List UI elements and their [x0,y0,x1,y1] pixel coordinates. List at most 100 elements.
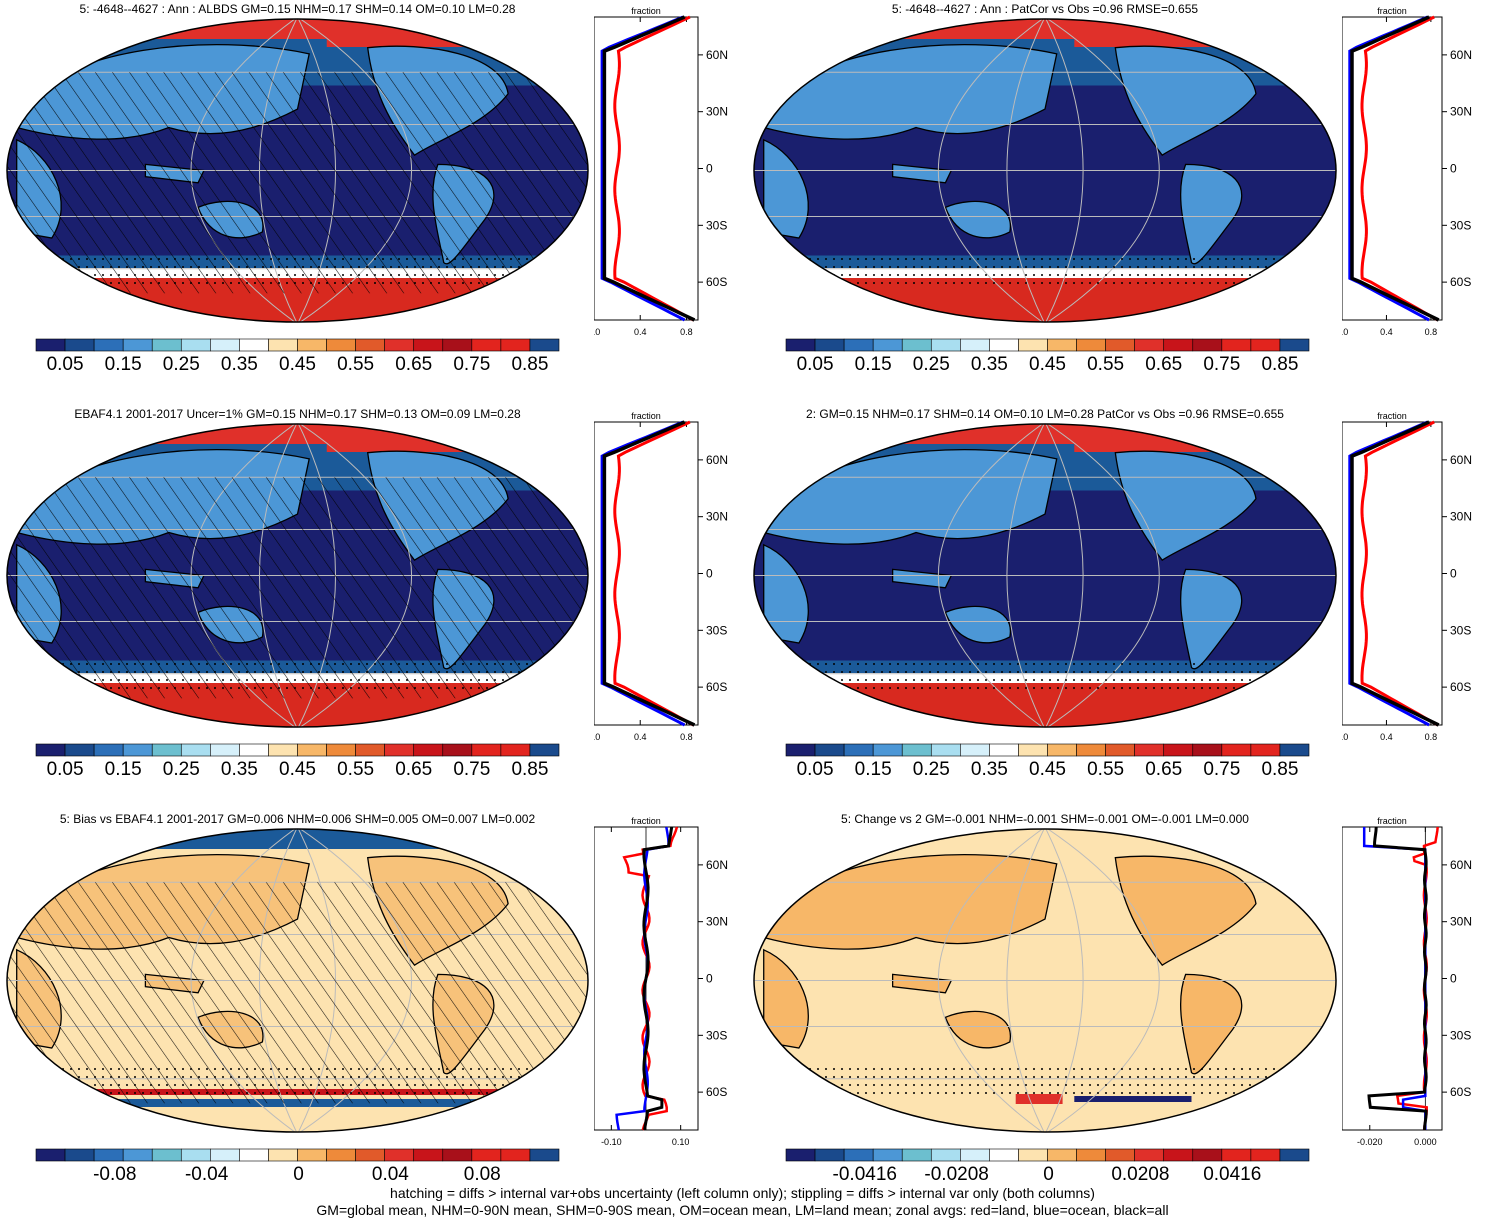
colorbar-box [500,743,531,757]
colorbar-label: 0.15 [105,759,142,779]
zonal-title: fraction [631,6,661,16]
colorbar-box [239,743,269,757]
colorbar-box [901,338,932,352]
colorbar-box [151,338,182,352]
zonal-x-tick: 0.0 [594,327,600,337]
colorbar-label: 0.05 [47,354,84,374]
colorbar-box [1221,338,1252,352]
lat-label: 30N [1450,915,1472,929]
colorbar-label: -0.0208 [924,1164,988,1184]
lat-label: 60N [706,48,728,62]
colorbar-box [1047,743,1077,757]
colorbar-box [814,1148,845,1162]
colorbar-box [151,1148,182,1162]
footer-line-1: hatching = diffs > internal var+obs unce… [390,1185,1095,1201]
lat-label: 30S [706,1028,727,1042]
lat-label: 60S [706,1085,727,1099]
colorbar-box [960,338,990,352]
colorbar-label: -0.0416 [833,1164,897,1184]
colorbar-box [989,338,1019,352]
colorbar-box [471,743,502,757]
colorbar-label: 0.04 [372,1164,409,1184]
colorbar-box [1134,1148,1165,1162]
colorbar-box [442,338,473,352]
lat-label: 60S [1450,680,1471,694]
panel-title: EBAF4.1 2001-2017 Uncer=1% GM=0.15 NHM=0… [74,407,521,421]
lat-label: 30N [1450,510,1472,524]
lat-label: 0 [706,162,713,176]
zonal-title: fraction [1377,816,1407,826]
colorbar-box [1134,743,1165,757]
zonal-title: fraction [631,816,661,826]
colorbar-box [785,743,816,757]
lat-label: 0 [706,567,713,581]
colorbar-box [500,1148,531,1162]
zonal-curve-black [1350,15,1440,322]
colorbar: 0.050.150.250.350.450.550.650.750.850.95… [35,338,560,374]
colorbar-label: 0.75 [453,759,490,779]
colorbar-label: 0.25 [163,759,200,779]
colorbar-box [93,743,124,757]
colorbar-label: 0.35 [221,354,258,374]
colorbar-box [1076,743,1106,757]
colorbar-box [872,338,903,352]
colorbar-box [35,338,66,352]
colorbar-box [785,1148,816,1162]
colorbar-box [1105,743,1135,757]
lat-label: 60S [706,680,727,694]
zonal-curve-black [602,420,696,727]
lat-label: 60S [1450,1085,1471,1099]
zonal-x-tick: 0.0 [1342,327,1348,337]
colorbar-box [297,338,327,352]
colorbar-box [529,338,560,352]
zonal-curve-red [1360,420,1439,727]
colorbar-box [529,743,560,757]
colorbar-box [785,338,816,352]
colorbar-label: 0.85 [1261,759,1298,779]
colorbar-box [1163,1148,1194,1162]
zonal-curve-blue [1348,15,1430,322]
colorbar-box [901,1148,932,1162]
colorbar-box [872,1148,903,1162]
colorbar-label: 0.08 [464,1164,501,1184]
map-p6 [753,828,1337,1133]
zonal-mean-plot: fraction 60N 30N 0 30S 60S 0.0 0.4 0.8 [1342,411,1472,742]
colorbar-box [210,743,240,757]
colorbar-label: 0.05 [797,759,834,779]
colorbar-box [1192,338,1223,352]
colorbar-box [843,743,874,757]
colorbar-box [471,338,502,352]
colorbar-box [1279,1148,1310,1162]
colorbar-label: 0.05 [797,354,834,374]
colorbar-box [1076,338,1106,352]
lat-label: 60S [706,275,727,289]
colorbar-label: 0.55 [1087,354,1124,374]
colorbar-box [1047,338,1077,352]
colorbar-box [268,743,298,757]
colorbar-box [180,338,211,352]
colorbar-box [471,1148,502,1162]
lat-label: 60N [706,858,728,872]
panel-title: 5: -4648--4627 : Ann : PatCor vs Obs =0.… [891,2,1199,16]
zonal-x-tick: -0.10 [601,1137,622,1147]
zonal-curve-red [622,826,679,1131]
panel-title: 5: -4648--4627 : Ann : ALBDS GM=0.15 NHM… [79,2,516,16]
zonal-mean-plot: fraction 60N 30N 0 30S 60S 0.0 0.4 0.8 [594,411,728,742]
zonal-mean-plot: fraction 60N 30N 0 30S 60S 0.0 0.4 0.8 [1342,6,1472,337]
colorbar-label: 0.75 [1203,354,1240,374]
colorbar-box [210,1148,240,1162]
lat-label: 60N [1450,48,1472,62]
colorbar-box [268,1148,298,1162]
lat-label: 30N [1450,105,1472,119]
lat-label: 60N [1450,453,1472,467]
lat-label: 0 [1450,162,1457,176]
lat-label: 30N [706,510,728,524]
colorbar-box [989,743,1019,757]
colorbar-label: 0.0416 [1203,1164,1261,1184]
colorbar-label: 0 [293,1164,304,1184]
colorbar-label: 0.0208 [1111,1164,1169,1184]
colorbar-box [1018,1148,1048,1162]
lat-label: 30S [1450,1028,1471,1042]
colorbar-label: 0.05 [47,759,84,779]
lat-label: 60N [706,453,728,467]
